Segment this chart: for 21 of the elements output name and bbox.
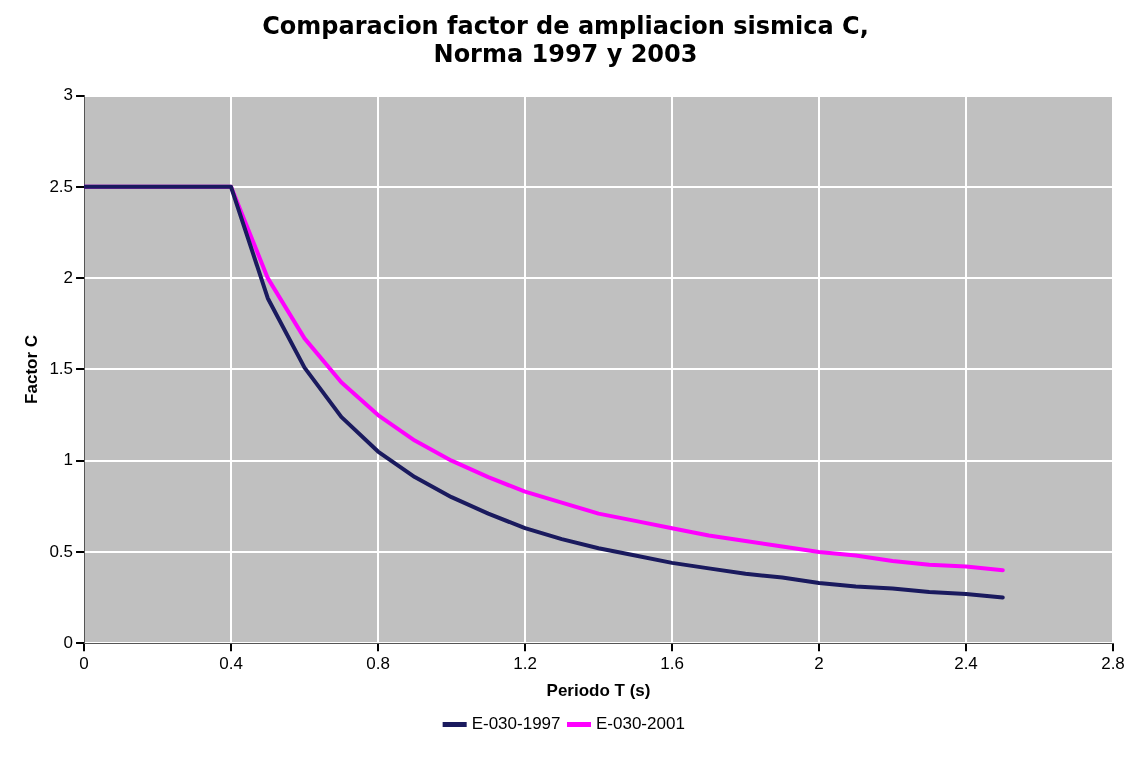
legend-label: E-030-1997 (471, 714, 561, 734)
x-tick-label: 2.8 (1101, 654, 1125, 674)
x-axis-title: Periodo T (s) (546, 681, 651, 701)
legend-label: E-030-2001 (596, 714, 685, 734)
text: Comparacion factor de ampliacion sismica C, (262, 11, 869, 40)
y-tick-label: 0.5 (49, 541, 74, 561)
y-tick-label: 2.5 (49, 176, 74, 196)
y-tick-label: 1.5 (49, 359, 74, 379)
x-tick-label: 2.4 (954, 654, 978, 674)
y-tick-label: 1 (63, 450, 74, 470)
y-tick-label: 2 (63, 267, 74, 287)
text: Norma 1997 y 2003 (433, 40, 698, 69)
y-axis-title: Factor C (21, 334, 41, 404)
x-tick-label: 2 (814, 654, 824, 674)
x-tick-label: 0.8 (366, 654, 390, 674)
x-tick-label: 1.2 (513, 654, 537, 674)
y-tick-label: 3 (63, 85, 74, 105)
x-tick-label: 0 (79, 654, 89, 674)
x-tick-label: 1.6 (660, 654, 684, 674)
x-tick-label: 0.4 (219, 654, 243, 674)
y-tick-label: 0 (63, 632, 74, 652)
